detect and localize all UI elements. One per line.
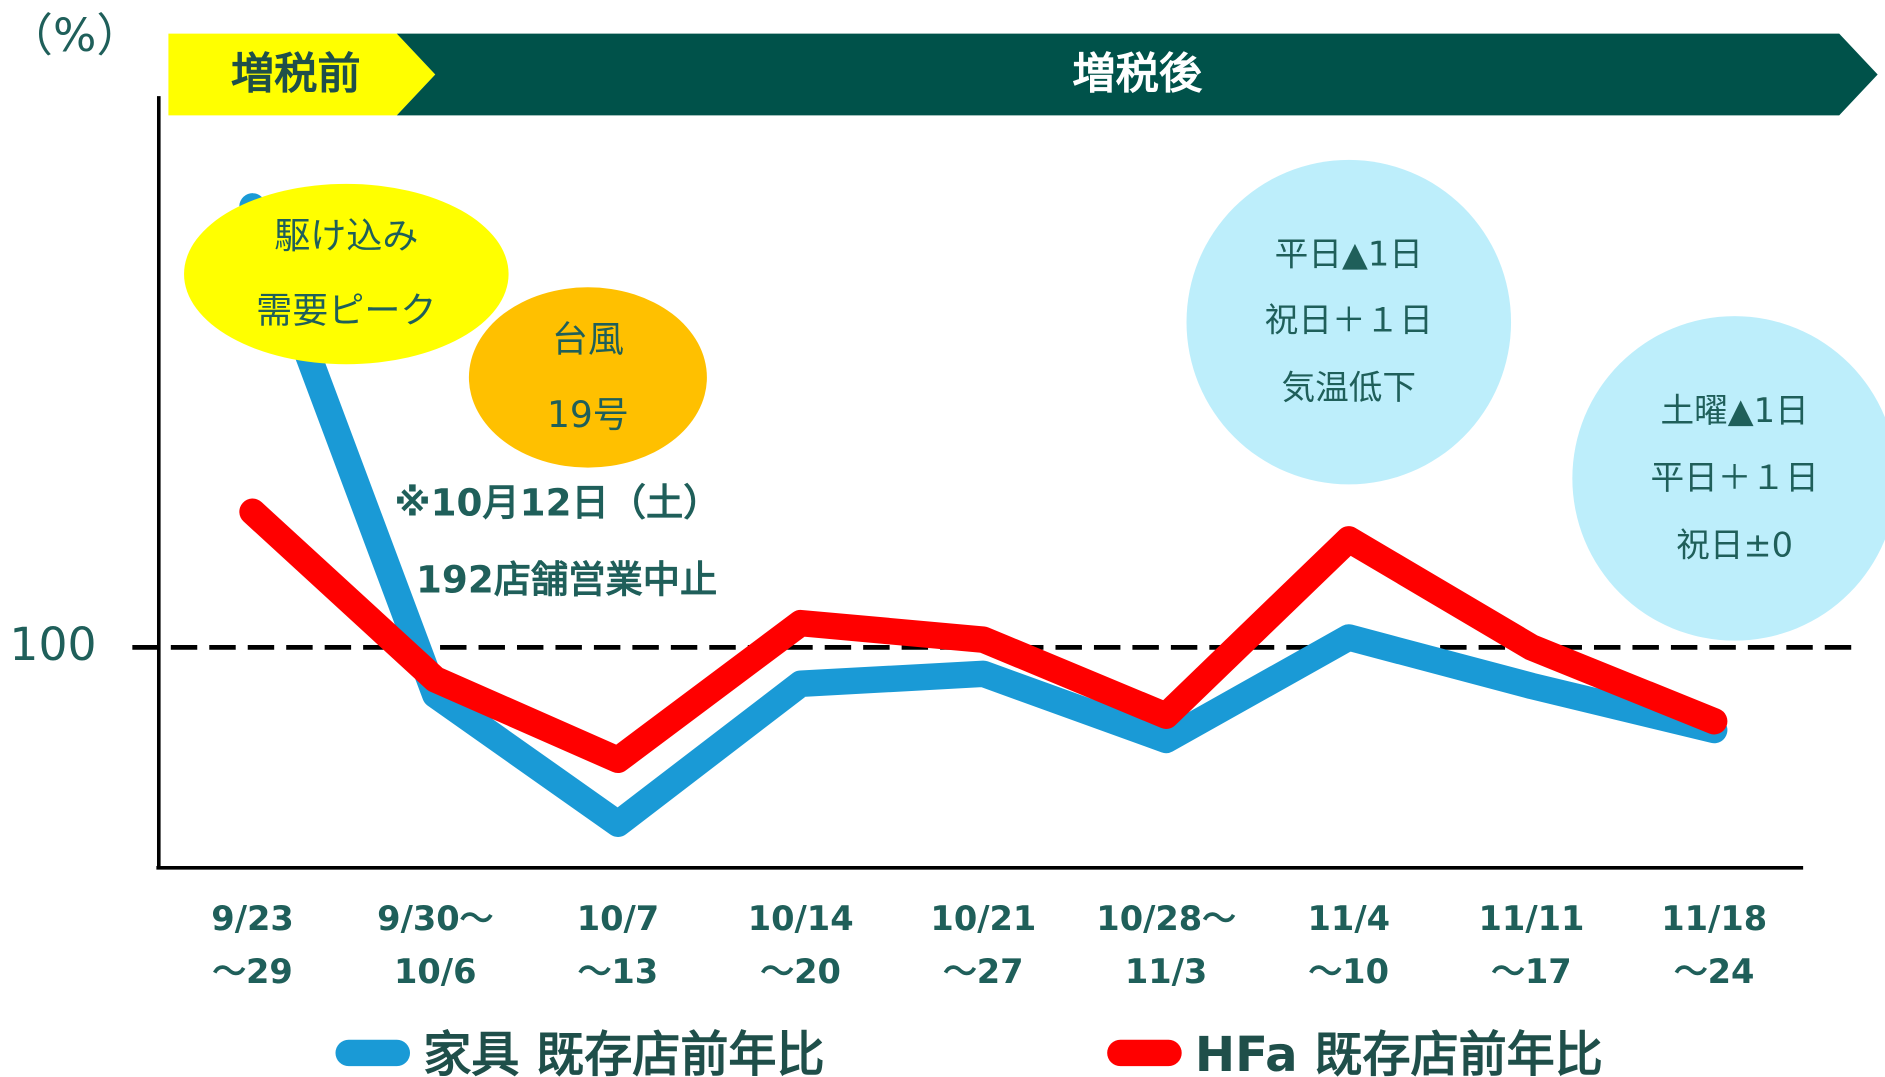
x-tick-label: ～29 — [212, 952, 292, 991]
phase-label: 増税前 — [231, 49, 361, 99]
annotation: 気温低下 — [1281, 368, 1416, 407]
annotation: 19号 — [547, 394, 629, 436]
x-tick-label: 9/30～ — [377, 899, 493, 938]
phase-label: 増税後 — [1072, 49, 1203, 99]
annotation: 祝日±0 — [1676, 525, 1793, 564]
annotation: 台風 — [552, 318, 624, 360]
legend-label: 家具 既存店前年比 — [423, 1027, 824, 1077]
x-tick-label: ～20 — [760, 952, 840, 991]
annotation: 平日▲1日 — [1275, 235, 1423, 274]
annotation: 祝日＋１日 — [1265, 301, 1433, 340]
y-unit: （%） — [7, 9, 142, 62]
series-line — [239, 498, 1728, 774]
phase-after — [396, 33, 1878, 116]
series-line — [239, 193, 1728, 837]
x-tick-label: ～24 — [1674, 952, 1754, 991]
x-tick-label: 10/14 — [748, 899, 854, 938]
annotation: 需要ピーク — [256, 290, 436, 332]
x-tick-label: 10/7 — [577, 899, 660, 938]
x-tick-label: 11/18 — [1661, 899, 1767, 938]
y-tick-label: 100 — [9, 618, 96, 671]
x-tick-label: ～17 — [1491, 952, 1571, 991]
annotation-bubble — [184, 183, 509, 365]
annotation: ※10月12日（土） — [394, 480, 720, 524]
x-tick-label: ～13 — [578, 952, 658, 991]
x-tick-label: ～27 — [943, 952, 1023, 991]
annotation: 192店舗営業中止 — [416, 557, 717, 601]
x-tick-label: 11/4 — [1308, 899, 1391, 938]
x-tick-label: ～10 — [1309, 952, 1389, 991]
annotation: 駆け込み — [274, 215, 418, 257]
annotation: 土曜▲1日 — [1661, 391, 1809, 430]
x-tick-label: 10/28～ — [1096, 899, 1236, 938]
x-tick-label: 11/3 — [1125, 952, 1208, 991]
x-tick-label: 10/6 — [394, 952, 477, 991]
x-tick-label: 10/21 — [930, 899, 1036, 938]
legend-label: HFa 既存店前年比 — [1195, 1027, 1603, 1077]
x-tick-label: 11/11 — [1479, 899, 1585, 938]
annotation-bubble — [1186, 159, 1512, 485]
x-tick-label: 9/23 — [211, 899, 294, 938]
annotation-bubble — [1572, 316, 1885, 641]
phase-before — [168, 33, 436, 116]
annotation-bubble — [468, 287, 707, 468]
annotation: 平日＋１日 — [1651, 458, 1819, 497]
